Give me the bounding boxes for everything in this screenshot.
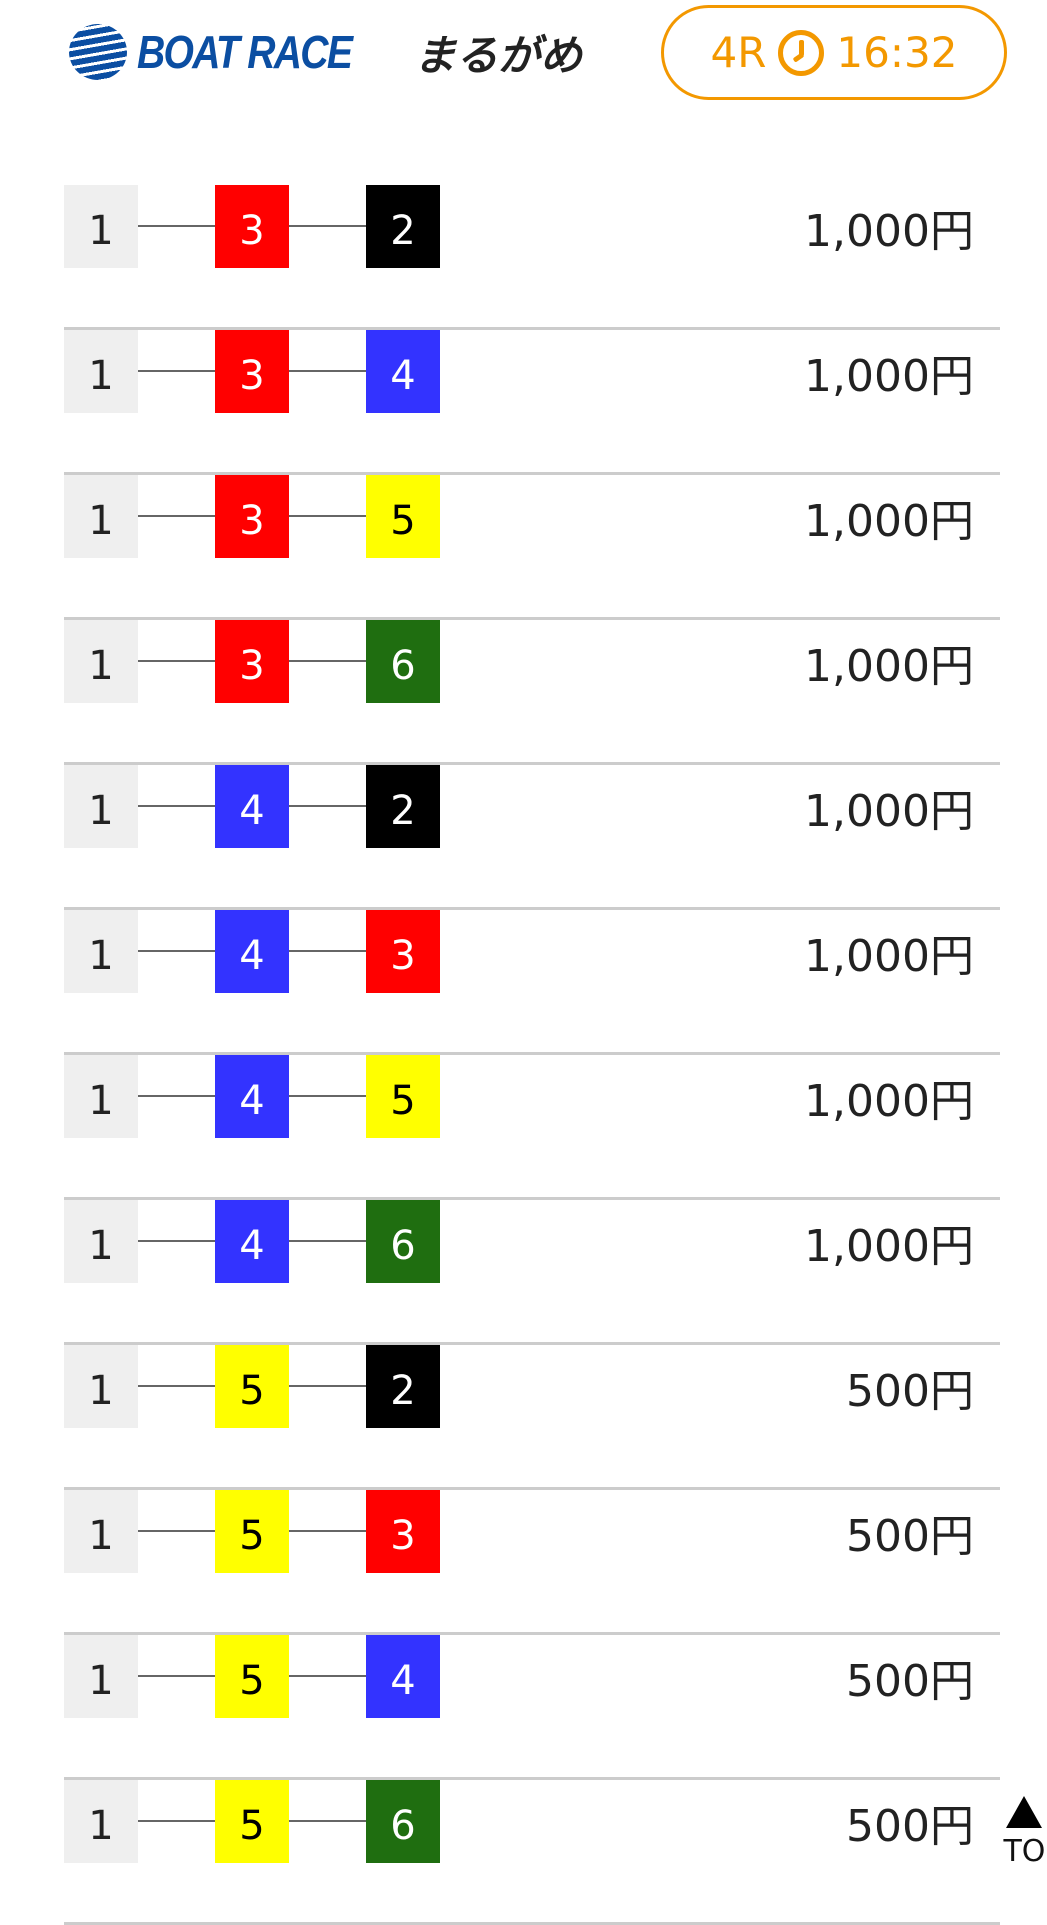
boat-second-place: 4 — [215, 1055, 289, 1138]
triangle-up-icon — [1005, 1796, 1042, 1828]
race-number: 4R — [710, 28, 767, 77]
boat-first-place: 1 — [64, 185, 138, 268]
boat-second-place: 3 — [215, 475, 289, 558]
boat-second-place: 5 — [215, 1345, 289, 1428]
boat-second-place: 5 — [215, 1490, 289, 1573]
boat-third-place: 4 — [366, 1635, 440, 1718]
bet-row: 1 4 6 1,000円 — [64, 1200, 1000, 1345]
boat-race-logo[interactable]: BOAT RACE まるがめ — [69, 24, 582, 80]
bet-row: 1 3 6 1,000円 — [64, 620, 1000, 765]
boat-third-place: 3 — [366, 910, 440, 993]
boat-third-place: 5 — [366, 1055, 440, 1138]
boat-second-place: 5 — [215, 1780, 289, 1863]
bet-amount: 1,000円 — [804, 1076, 974, 1127]
bet-amount: 500円 — [846, 1656, 974, 1707]
bet-row: 1 3 2 1,000円 — [64, 185, 1000, 330]
bet-amount: 1,000円 — [804, 786, 974, 837]
boat-second-place: 3 — [215, 330, 289, 413]
bet-row: 1 4 5 1,000円 — [64, 1055, 1000, 1200]
clock-icon — [778, 29, 825, 76]
scroll-top-button[interactable]: TOP — [1000, 1780, 1047, 1908]
boat-third-place: 5 — [366, 475, 440, 558]
boat-second-place: 3 — [215, 620, 289, 703]
bet-row: 1 4 2 1,000円 — [64, 765, 1000, 910]
boat-first-place: 1 — [64, 1345, 138, 1428]
bet-amount: 500円 — [846, 1801, 974, 1852]
boat-first-place: 1 — [64, 330, 138, 413]
boat-first-place: 1 — [64, 765, 138, 848]
boat-first-place: 1 — [64, 1200, 138, 1283]
bet-amount: 1,000円 — [804, 931, 974, 982]
boat-second-place: 3 — [215, 185, 289, 268]
logo-venue: まるがめ — [414, 30, 583, 80]
boat-third-place: 2 — [366, 1345, 440, 1428]
boat-third-place: 2 — [366, 185, 440, 268]
boat-third-place: 3 — [366, 1490, 440, 1573]
boat-second-place: 4 — [215, 765, 289, 848]
boat-first-place: 1 — [64, 910, 138, 993]
bet-list: 1 3 2 1,000円 1 3 4 1,000円 1 3 5 1,000円 1 3 6 1,000円 1 4 2 1… — [64, 185, 1000, 1925]
boat-third-place: 4 — [366, 330, 440, 413]
bet-amount: 500円 — [846, 1366, 974, 1417]
boat-third-place: 6 — [366, 620, 440, 703]
bet-row: 1 5 2 500円 — [64, 1345, 1000, 1490]
boat-first-place: 1 — [64, 1635, 138, 1718]
boat-second-place: 4 — [215, 910, 289, 993]
race-time-button[interactable]: 4R 16:32 — [661, 5, 1007, 100]
boat-third-place: 6 — [366, 1780, 440, 1863]
boat-second-place: 4 — [215, 1200, 289, 1283]
boat-race-logo-mark-icon — [69, 24, 127, 80]
bet-amount: 500円 — [846, 1511, 974, 1562]
bet-amount: 1,000円 — [804, 641, 974, 692]
bet-row: 1 5 4 500円 — [64, 1635, 1000, 1780]
boat-third-place: 6 — [366, 1200, 440, 1283]
bet-row: 1 3 5 1,000円 — [64, 475, 1000, 620]
bet-row: 1 5 3 500円 — [64, 1490, 1000, 1635]
bet-row: 1 3 4 1,000円 — [64, 330, 1000, 475]
top-label: TOP — [1003, 1834, 1047, 1869]
boat-first-place: 1 — [64, 620, 138, 703]
boat-first-place: 1 — [64, 1055, 138, 1138]
boat-first-place: 1 — [64, 1490, 138, 1573]
bet-row: 1 5 6 500円 — [64, 1780, 1000, 1925]
logo-text: BOAT RACE — [137, 26, 353, 78]
bet-amount: 1,000円 — [804, 206, 974, 257]
boat-third-place: 2 — [366, 765, 440, 848]
boat-first-place: 1 — [64, 1780, 138, 1863]
boat-second-place: 5 — [215, 1635, 289, 1718]
boat-first-place: 1 — [64, 475, 138, 558]
bet-amount: 1,000円 — [804, 1221, 974, 1272]
bet-row: 1 4 3 1,000円 — [64, 910, 1000, 1055]
race-time: 16:32 — [836, 28, 958, 77]
bet-amount: 1,000円 — [804, 351, 974, 402]
bet-amount: 1,000円 — [804, 496, 974, 547]
